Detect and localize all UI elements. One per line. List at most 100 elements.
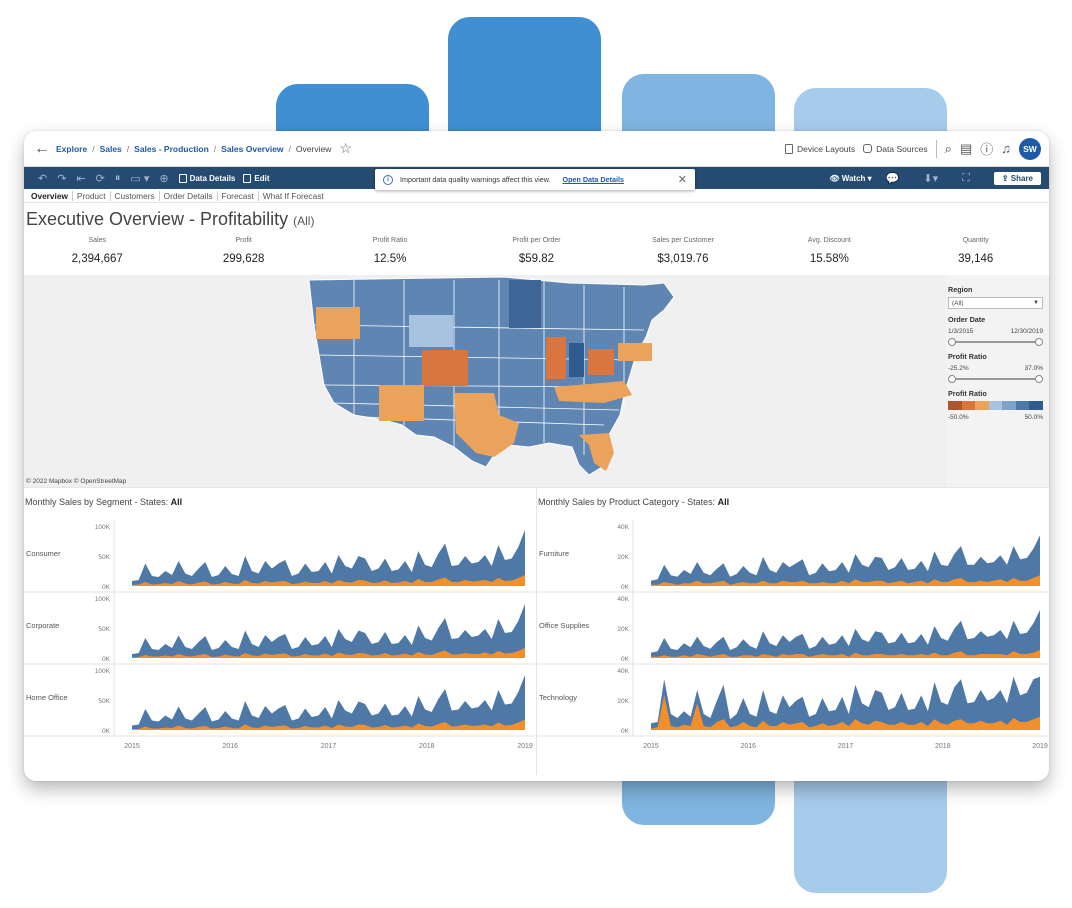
- kpi-sales-per-customer: Sales per Customer $3,019.76: [610, 233, 756, 275]
- chevron-down-icon: ▼: [1033, 300, 1039, 306]
- breadcrumb-sales-production[interactable]: Sales - Production: [134, 143, 209, 154]
- breadcrumb-sales-overview[interactable]: Sales Overview: [221, 143, 284, 154]
- page-title-text: Executive Overview - Profitability: [26, 209, 289, 229]
- y-tick-label: 0K: [102, 656, 111, 663]
- kpi-value: 299,628: [222, 253, 265, 265]
- help-icon[interactable]: ⓘ: [980, 142, 994, 157]
- y-tick-label: 40K: [617, 524, 629, 531]
- dashboard-window: ← Explore / Sales / Sales - Production /…: [24, 131, 1049, 781]
- close-icon[interactable]: ✕: [677, 174, 687, 186]
- profit-area: [651, 650, 1040, 658]
- revert-icon[interactable]: ⇤: [76, 172, 86, 185]
- us-profit-map[interactable]: © 2022 Mapbox © OpenStreetMap: [24, 275, 946, 487]
- legend-range: -50.0% 50.0%: [948, 414, 1043, 421]
- device-layouts-button[interactable]: Device Layouts: [785, 143, 856, 154]
- state-ohio[interactable]: [588, 349, 614, 375]
- x-tick-label: 2016: [222, 743, 238, 750]
- state-colorado[interactable]: [422, 350, 468, 386]
- y-tick-label: 50K: [98, 698, 110, 705]
- download-icon[interactable]: ⬇▾: [923, 172, 939, 185]
- tab-customers[interactable]: Customers: [111, 190, 160, 201]
- state-minnesota[interactable]: [509, 280, 541, 328]
- x-tick-label: 2017: [321, 743, 337, 750]
- region-value: (All): [952, 299, 964, 307]
- pause-icon[interactable]: ⏸: [114, 171, 121, 184]
- row-label: Home Office: [26, 693, 68, 702]
- breadcrumb-explore[interactable]: Explore: [56, 143, 88, 154]
- replay-icon[interactable]: ⊕: [159, 172, 169, 185]
- chart-title: Monthly Sales by Product Category - Stat…: [537, 488, 1049, 516]
- breadcrumb-overview: Overview: [295, 143, 332, 154]
- comment-icon[interactable]: 💬: [885, 172, 900, 185]
- fullscreen-icon[interactable]: ⛶: [962, 171, 970, 184]
- slider-min-handle[interactable]: [948, 375, 956, 383]
- order-date-slider[interactable]: [948, 338, 1043, 346]
- y-tick-label: 0K: [102, 584, 111, 591]
- kpi-value: $3,019.76: [657, 253, 709, 265]
- profit-ratio-slider[interactable]: [948, 375, 1043, 383]
- state-oregon[interactable]: [316, 307, 360, 339]
- slider-min-handle[interactable]: [948, 338, 956, 346]
- kpi-label: Profit: [235, 237, 252, 244]
- state-pennsylvania[interactable]: [618, 343, 652, 361]
- kpi-label: Sales: [88, 237, 106, 244]
- breadcrumb-separator: /: [288, 143, 291, 154]
- tab-overview[interactable]: Overview: [27, 190, 73, 201]
- kpi-label: Profit Ratio: [372, 237, 408, 244]
- data-details-button[interactable]: Data Details: [178, 173, 235, 183]
- state-illinois[interactable]: [546, 337, 566, 379]
- kpi-label: Avg. Discount: [807, 237, 851, 244]
- category-area-chart[interactable]: Furniture 40K 20K 0K Office Supplies 40K 20K 0K…: [537, 516, 1049, 774]
- state-arizona[interactable]: [379, 385, 424, 421]
- tab-order-details[interactable]: Order Details: [160, 190, 218, 201]
- search-icon[interactable]: ⌕: [944, 140, 952, 156]
- edit-button[interactable]: Edit: [243, 173, 269, 183]
- map-credit: © 2022 Mapbox © OpenStreetMap: [26, 478, 127, 485]
- info-icon: i: [383, 174, 393, 185]
- state-carolina[interactable]: [554, 381, 632, 403]
- document-icon[interactable]: ▤: [959, 140, 973, 156]
- undo-icon[interactable]: ↶: [38, 172, 48, 185]
- top-navigation: ← Explore / Sales / Sales - Production /…: [24, 131, 1049, 167]
- state-montana-light[interactable]: [409, 315, 453, 347]
- kpi-value: 12.5%: [373, 253, 407, 265]
- legend-label: Profit Ratio: [948, 389, 987, 398]
- redo-icon[interactable]: ↷: [57, 172, 67, 185]
- breadcrumb-sales[interactable]: Sales: [99, 143, 122, 154]
- slider-max-handle[interactable]: [1035, 375, 1043, 383]
- y-tick-label: 40K: [617, 668, 629, 675]
- view-dropdown-icon[interactable]: ▭ ▾: [130, 172, 150, 185]
- state-indiana[interactable]: [569, 343, 584, 377]
- share-button[interactable]: ⇪ Share: [993, 171, 1041, 185]
- state-florida[interactable]: [579, 433, 614, 471]
- data-sources-button[interactable]: Data Sources: [863, 144, 928, 154]
- kpi-value: 15.58%: [809, 253, 849, 265]
- y-tick-label: 0K: [621, 584, 630, 591]
- chart-title-filter: All: [170, 497, 183, 507]
- kpi-label: Quantity: [962, 237, 989, 244]
- avatar[interactable]: SW: [1019, 137, 1041, 160]
- region-select[interactable]: (All) ▼: [948, 297, 1043, 309]
- legend-swatch: [988, 401, 1003, 410]
- kpi-value: 39,146: [958, 253, 994, 265]
- toolbar-actions: 👁 Watch ▾ 💬 ⬇▾ ⛶ ⇪ Share: [829, 171, 1041, 185]
- profit-ratio-min: -25.2%: [948, 365, 969, 372]
- open-data-details-link[interactable]: Open Data Details: [562, 175, 624, 184]
- back-arrow-icon[interactable]: ←: [34, 139, 50, 157]
- row-label: Consumer: [26, 549, 61, 558]
- x-tick-label: 2019: [517, 743, 533, 750]
- state-texas[interactable]: [454, 393, 519, 457]
- segment-area-chart[interactable]: Consumer 100K 50K 0K Corporate 100K 50K 0K Home …: [24, 516, 535, 774]
- watch-button[interactable]: 👁 Watch ▾: [829, 173, 872, 183]
- bell-icon[interactable]: ♫: [1001, 141, 1011, 156]
- breadcrumb-separator: /: [213, 143, 217, 154]
- favorite-star-icon[interactable]: ☆: [339, 140, 352, 156]
- tab-what-if-forecast[interactable]: What If Forecast: [262, 190, 324, 201]
- slider-max-handle[interactable]: [1035, 338, 1043, 346]
- data-quality-warning-toast: i Important data quality warnings affect…: [375, 169, 695, 190]
- legend-swatch: [975, 401, 989, 410]
- refresh-icon[interactable]: ⟳: [95, 172, 105, 185]
- device-layouts-label: Device Layouts: [797, 143, 856, 154]
- tab-forecast[interactable]: Forecast: [218, 190, 259, 201]
- tab-product[interactable]: Product: [73, 190, 111, 201]
